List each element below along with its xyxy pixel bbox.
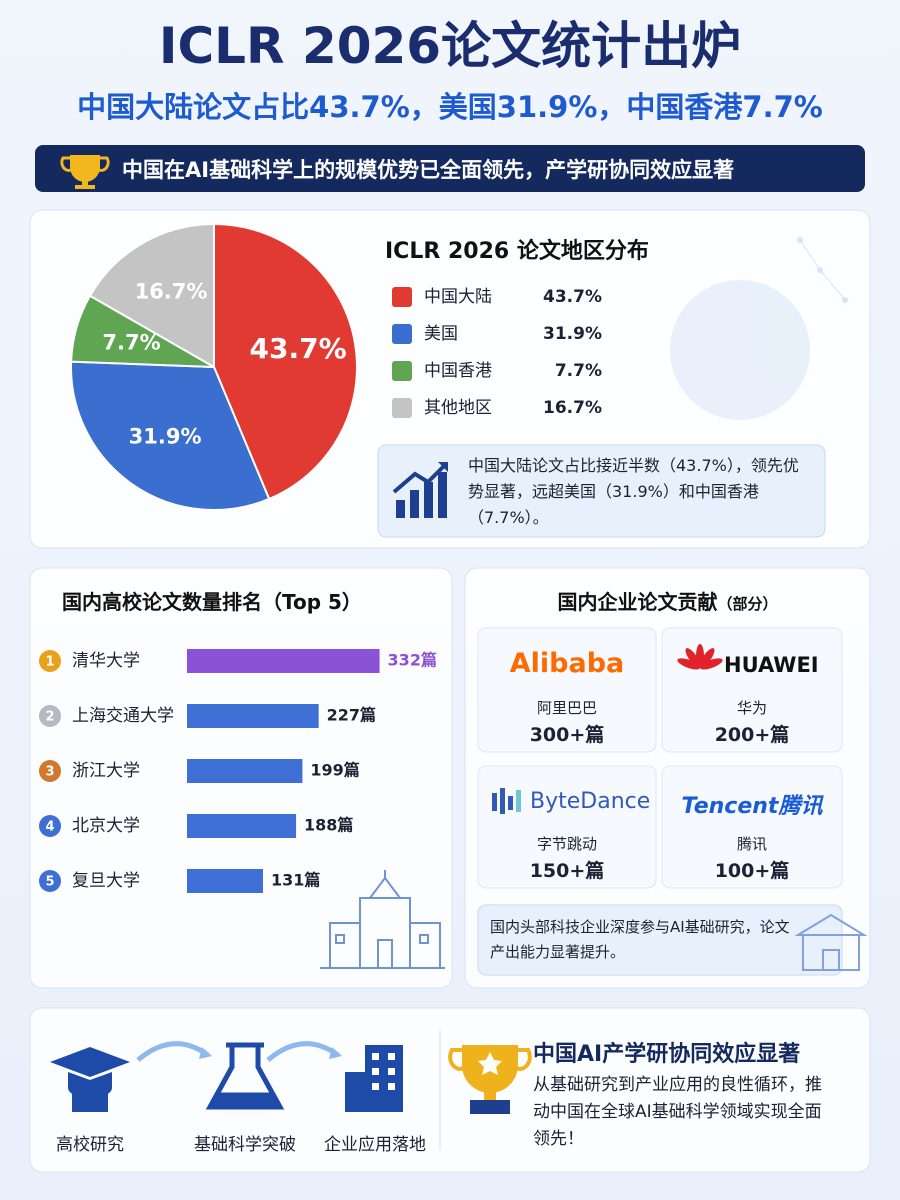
rank-badge	[39, 705, 61, 727]
campus-illustration	[320, 870, 445, 969]
company-note: 国内头部科技企业深度参与AI基础研究，论文产出能力显著提升。	[490, 918, 790, 961]
rank-badge	[39, 650, 61, 672]
value-label: 188篇	[304, 816, 353, 835]
footer-title: 中国AI产学研协同效应显著	[533, 1042, 801, 1067]
flow-step: 企业应用落地	[324, 1135, 426, 1155]
company-cell	[661, 765, 843, 889]
flow-arrow	[329, 1047, 342, 1059]
value-label: 131篇	[271, 871, 320, 890]
chart-title: 国内高校论文数量排名（Top 5）	[62, 590, 362, 614]
bar	[187, 869, 263, 893]
banner-text: 中国在AI基础科学上的规模优势已全面领先，产学研协同效应显著	[122, 158, 735, 182]
company-name: 阿里巴巴	[536, 699, 597, 717]
value-label: 199篇	[310, 761, 359, 780]
flow-arrow	[266, 1041, 340, 1062]
legend-value: 16.7%	[543, 398, 602, 418]
graduate-icon	[50, 1047, 130, 1112]
company-building-icon	[345, 1045, 403, 1112]
y-tick-label: 清华大学	[72, 651, 140, 671]
company-count: 100+篇	[714, 860, 790, 882]
page-title: ICLR 2026论文统计出炉	[158, 17, 742, 75]
trophy-icon	[60, 155, 110, 189]
slice-label: 43.7%	[250, 332, 347, 365]
bar	[187, 649, 380, 673]
company-cell	[477, 627, 657, 753]
value-label: 227篇	[327, 706, 376, 725]
building-icon	[794, 913, 868, 971]
rank-number: 1	[45, 655, 54, 670]
legend-value: 43.7%	[543, 287, 602, 307]
y-tick-label: 复旦大学	[72, 871, 140, 891]
flow-arrow	[199, 1047, 212, 1059]
section-title-text: 国内企业论文贡献	[557, 590, 718, 614]
rank-badge	[39, 870, 61, 892]
legend-label: 美国	[424, 324, 458, 344]
legend-swatch	[392, 361, 412, 381]
legend-swatch	[392, 287, 412, 307]
legend-swatch	[392, 324, 412, 344]
legend-value: 31.9%	[543, 324, 602, 344]
y-tick-label: 北京大学	[72, 816, 140, 836]
section-title-note: （部分）	[717, 595, 778, 613]
bar	[187, 704, 319, 728]
bar	[187, 759, 303, 783]
company-count: 300+篇	[529, 724, 605, 746]
flow-arrow	[136, 1041, 210, 1062]
bar	[187, 814, 297, 838]
company-logo: ByteDance	[530, 789, 651, 814]
value-label: 332篇	[388, 651, 437, 670]
flask-icon	[205, 1042, 285, 1110]
rank-number: 3	[45, 765, 54, 780]
flow-step: 高校研究	[56, 1135, 124, 1155]
rank-badge	[39, 760, 61, 782]
footer-text: 从基础研究到产业应用的良性循环，推动中国在全球AI基础科学领域实现全面领先！	[533, 1075, 822, 1149]
company-name: 字节跳动	[536, 835, 597, 853]
slice-label: 7.7%	[102, 330, 160, 354]
legend-swatch	[392, 398, 412, 418]
note-box	[477, 904, 843, 976]
company-count: 200+篇	[714, 724, 790, 746]
note-box	[377, 444, 826, 538]
rank-badge	[39, 815, 61, 837]
growth-icon	[392, 462, 448, 518]
banner-bg	[35, 145, 865, 192]
legend-label: 其他地区	[424, 398, 492, 418]
bytedance-icon	[492, 788, 521, 814]
company-count: 150+篇	[529, 860, 605, 882]
huawei-icon	[677, 644, 723, 670]
company-name: 华为	[736, 699, 767, 717]
legend-label: 中国大陆	[424, 287, 492, 307]
company-logo: Alibaba	[509, 648, 625, 679]
page-subtitle: 中国大陆论文占比43.7%，美国31.9%，中国香港7.7%	[77, 90, 823, 124]
pie-slice	[70, 360, 271, 511]
company-name: 腾讯	[736, 835, 767, 853]
rank-number: 4	[45, 820, 54, 835]
pie-slice	[213, 222, 358, 501]
flow-step: 基础科学突破	[194, 1135, 296, 1155]
company-cell	[477, 765, 657, 889]
slice-label: 16.7%	[135, 280, 208, 304]
company-logo: Tencent腾讯	[681, 794, 823, 819]
card	[29, 1007, 871, 1173]
y-tick-label: 浙江大学	[72, 761, 140, 781]
section-title: 国内企业论文贡献（部分）	[465, 586, 870, 615]
chart-note: 中国大陆论文占比接近半数（43.7%），领先优势显著，远超美国（31.9%）和中…	[468, 456, 799, 527]
ai-decoration	[670, 237, 848, 420]
slice-label: 31.9%	[129, 425, 202, 449]
pie-slice	[88, 222, 215, 369]
trophy-icon	[448, 1045, 532, 1114]
y-tick-label: 上海交通大学	[72, 706, 174, 726]
legend-value: 7.7%	[555, 361, 602, 381]
legend-label: 中国香港	[424, 361, 492, 381]
company-logo: HUAWEI	[724, 653, 819, 677]
rank-number: 2	[45, 710, 54, 725]
chart-title: ICLR 2026 论文地区分布	[385, 239, 649, 264]
rank-number: 5	[45, 875, 54, 890]
